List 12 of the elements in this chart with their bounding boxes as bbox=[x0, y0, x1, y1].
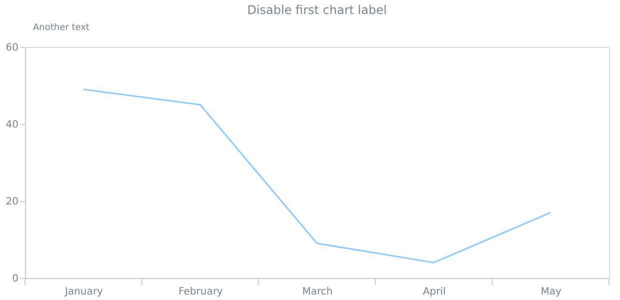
chart-title: Disable first chart label bbox=[247, 3, 387, 17]
line-series bbox=[82, 88, 552, 264]
y-tick-label: 40 bbox=[6, 120, 18, 130]
x-tick-label: May bbox=[540, 286, 562, 298]
y-tick-label: 60 bbox=[6, 42, 18, 54]
y-tick-label: 0 bbox=[12, 274, 18, 284]
x-tick-label: February bbox=[178, 286, 223, 298]
x-tick-label: April bbox=[422, 286, 446, 298]
x-tick-label: January bbox=[64, 286, 103, 298]
y-tick-label: 20 bbox=[6, 196, 18, 208]
text: Another text bbox=[33, 23, 90, 33]
x-tick-label: March bbox=[302, 286, 333, 298]
